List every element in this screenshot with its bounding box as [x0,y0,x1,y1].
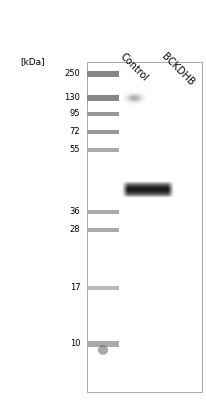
Text: BCKDHB: BCKDHB [160,51,196,87]
Text: 55: 55 [70,146,80,154]
Text: [kDa]: [kDa] [21,58,45,66]
Text: Control: Control [118,51,150,83]
Bar [87,112,119,116]
Bar [87,130,119,134]
Text: 10: 10 [70,340,80,348]
Text: 36: 36 [70,208,80,216]
Bar [87,210,119,214]
Bar [87,228,119,232]
Text: 130: 130 [64,94,80,102]
Bar [87,95,119,100]
Bar [87,71,119,77]
Bar [87,148,119,152]
Text: 72: 72 [70,128,80,136]
Bar [87,62,202,392]
Bar [87,286,119,290]
Bar [87,341,119,347]
Text: 250: 250 [65,70,80,78]
Text: 95: 95 [70,110,80,118]
Ellipse shape [98,345,108,355]
Text: 28: 28 [70,226,80,234]
Text: 17: 17 [70,284,80,292]
